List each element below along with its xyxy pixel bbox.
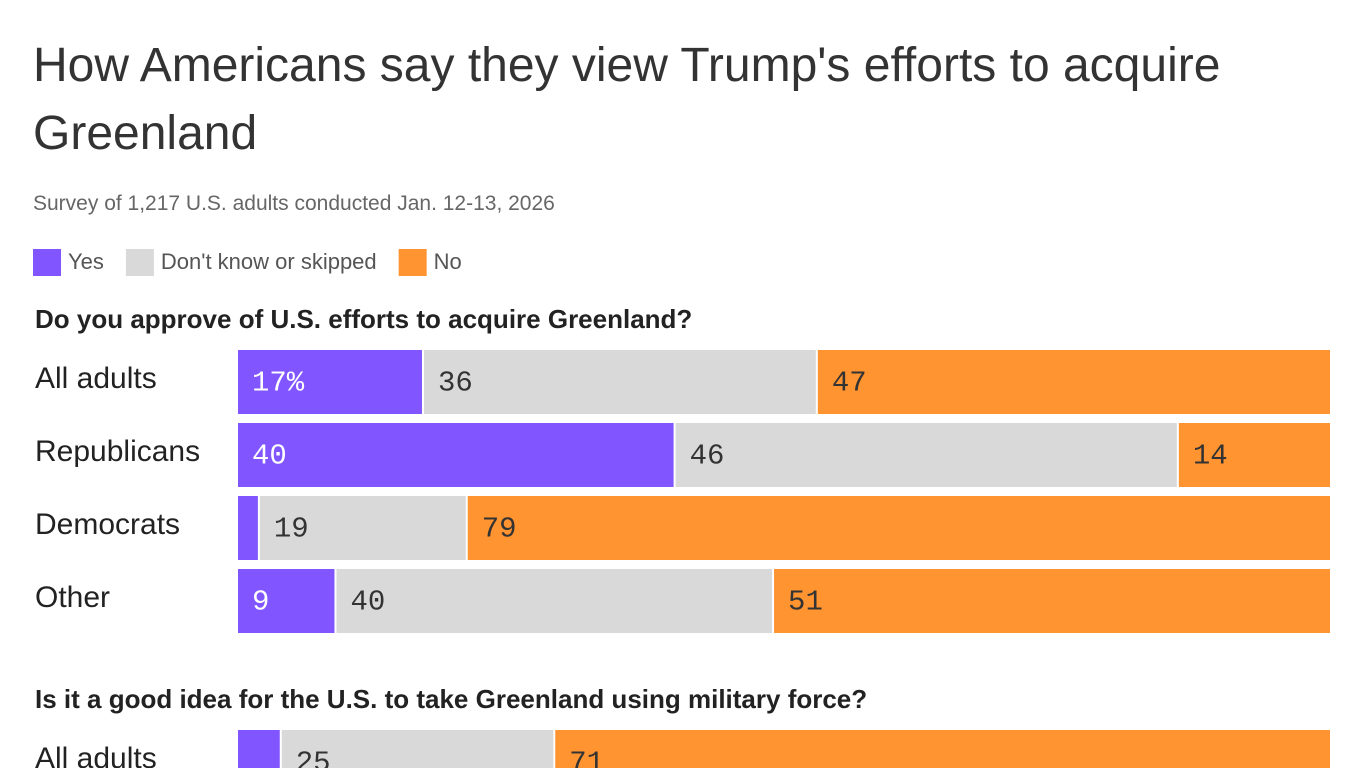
legend-swatch: [125, 249, 154, 276]
bar-segment: [238, 730, 280, 768]
bar-segment: [1178, 423, 1330, 487]
bar-segment: [555, 730, 1330, 768]
value-label: 71: [569, 747, 604, 768]
bar-segment: [774, 569, 1330, 633]
value-label: 19: [274, 513, 309, 546]
legend-label: Don't know or skipped: [161, 249, 377, 274]
bar-segment: [281, 730, 554, 768]
value-label: 9: [252, 586, 269, 619]
value-label: 46: [690, 440, 725, 473]
category-label: Democrats: [35, 508, 180, 541]
value-label: 36: [438, 367, 473, 400]
value-label: 47: [832, 367, 867, 400]
value-label: 17%: [252, 367, 305, 400]
bar-segment: [467, 496, 1330, 560]
bar-segment: [259, 496, 466, 560]
page-title: How Americans say they view Trump's effo…: [33, 39, 1221, 160]
legend-swatch: [398, 249, 427, 276]
value-label: 14: [1193, 440, 1228, 473]
bar-segment: [423, 350, 816, 414]
value-label: 40: [252, 440, 287, 473]
legend-label: No: [434, 249, 462, 274]
category-label: All adults: [35, 742, 157, 768]
bar-segment: [817, 350, 1330, 414]
legend-swatch: [33, 249, 61, 276]
legend-label: Yes: [68, 249, 104, 274]
bar-segment: [675, 423, 1177, 487]
bar-segment: [238, 350, 422, 414]
bar-segment: [238, 423, 674, 487]
bar-segment: [238, 496, 258, 560]
bar-segment: [238, 569, 335, 633]
category-label: Other: [35, 581, 110, 614]
value-label: 79: [482, 513, 517, 546]
value-label: 25: [296, 747, 331, 768]
value-label: 40: [350, 586, 385, 619]
page-subtitle: Survey of 1,217 U.S. adults conducted Ja…: [33, 192, 555, 215]
value-label: 51: [788, 586, 823, 619]
category-label: Republicans: [35, 435, 200, 468]
question: Do you approve of U.S. efforts to acquir…: [35, 304, 692, 334]
category-label: All adults: [35, 362, 157, 395]
question: Is it a good idea for the U.S. to take G…: [35, 684, 867, 714]
bar-segment: [336, 569, 773, 633]
